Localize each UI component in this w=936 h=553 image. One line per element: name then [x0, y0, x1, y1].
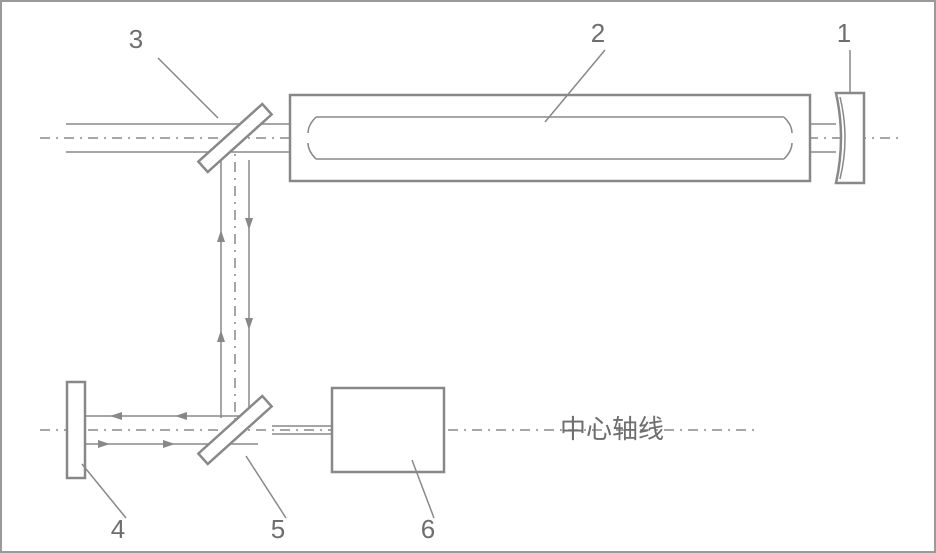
- leader-line: [158, 58, 218, 118]
- label-6: 6: [421, 514, 435, 544]
- label-2: 2: [591, 18, 605, 48]
- mirror-concave: [836, 93, 864, 183]
- out-mirror: [67, 382, 85, 478]
- leader-line: [82, 464, 126, 518]
- block-6: [332, 388, 444, 472]
- leader-line: [246, 456, 286, 518]
- label-3: 3: [129, 24, 143, 54]
- axis-label: 中心轴线: [560, 414, 664, 444]
- tube-outer: [290, 95, 810, 181]
- label-5: 5: [271, 514, 285, 544]
- label-1: 1: [837, 18, 851, 48]
- label-4: 4: [111, 514, 125, 544]
- diagram-svg: 1 2 3 4 5 6 中心轴线: [0, 0, 936, 553]
